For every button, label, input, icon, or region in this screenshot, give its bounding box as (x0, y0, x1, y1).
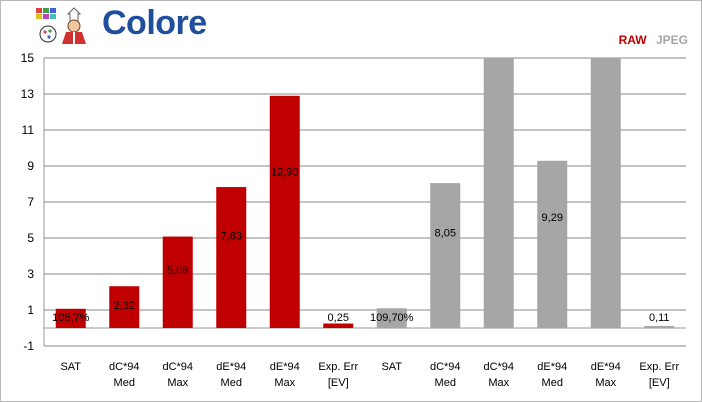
x-tick-label: Exp. Err (639, 361, 679, 373)
data-label: 5,08 (167, 265, 188, 277)
x-tick-label: dC*94 (109, 361, 140, 373)
bar-jpeg (430, 183, 461, 328)
data-label: 9,29 (542, 212, 563, 224)
x-tick-label: dC*94 (162, 361, 193, 373)
data-label: 0,11 (649, 312, 670, 324)
bar-raw (109, 286, 140, 328)
bar-raw (216, 187, 247, 328)
x-tick-label: Max (595, 377, 616, 389)
data-label: 109,70% (370, 312, 414, 324)
bar-raw (323, 323, 354, 328)
x-tick-label: dC*94 (430, 361, 461, 373)
y-tick-label: 1 (27, 303, 34, 317)
y-tick-label: 5 (27, 231, 34, 245)
x-tick-label: Max (167, 377, 188, 389)
legend-raw: RAW (618, 33, 647, 47)
y-tick-label: 3 (27, 267, 34, 281)
y-tick-label: 13 (21, 87, 35, 101)
colorchecker-logo-icon (36, 7, 86, 44)
bar-raw (55, 308, 86, 328)
x-tick-label: Max (274, 377, 295, 389)
x-tick-label: dE*94 (537, 361, 567, 373)
data-label: 2,32 (114, 300, 135, 312)
x-tick-label: Exp. Err (318, 361, 358, 373)
bar-jpeg (644, 326, 675, 328)
bar-raw (269, 95, 300, 328)
bar-jpeg (376, 308, 407, 328)
x-tick-label: dE*94 (270, 361, 300, 373)
x-tick-label: Max (488, 377, 509, 389)
y-tick-label: -1 (23, 339, 34, 353)
data-label: 0,25 (328, 312, 349, 324)
y-tick-label: 15 (21, 51, 35, 65)
bar-jpeg (537, 160, 568, 328)
data-label: 106,7% (52, 312, 90, 324)
data-label: 8,05 (435, 228, 456, 240)
x-tick-label: dE*94 (216, 361, 246, 373)
x-tick-label: Med (221, 377, 242, 389)
x-tick-label: SAT (60, 361, 81, 373)
chart-title: Colore (102, 4, 207, 42)
x-tick-label: [EV] (328, 377, 349, 389)
bar-jpeg (590, 58, 621, 328)
data-label: 7,83 (221, 230, 242, 242)
data-label: 12,90 (271, 166, 299, 178)
x-tick-label: [EV] (649, 377, 670, 389)
y-tick-label: 7 (27, 195, 34, 209)
bar-jpeg (483, 58, 514, 328)
x-tick-label: SAT (381, 361, 402, 373)
x-tick-label: Med (114, 377, 135, 389)
x-tick-label: dC*94 (483, 361, 514, 373)
x-tick-label: Med (435, 377, 456, 389)
legend-jpeg: JPEG (655, 33, 688, 47)
x-tick-label: Med (542, 377, 563, 389)
bar-raw (162, 236, 193, 328)
y-tick-label: 11 (22, 123, 35, 137)
x-tick-label: dE*94 (591, 361, 621, 373)
legend: RAW JPEG (613, 33, 688, 47)
y-tick-label: 9 (27, 159, 34, 173)
